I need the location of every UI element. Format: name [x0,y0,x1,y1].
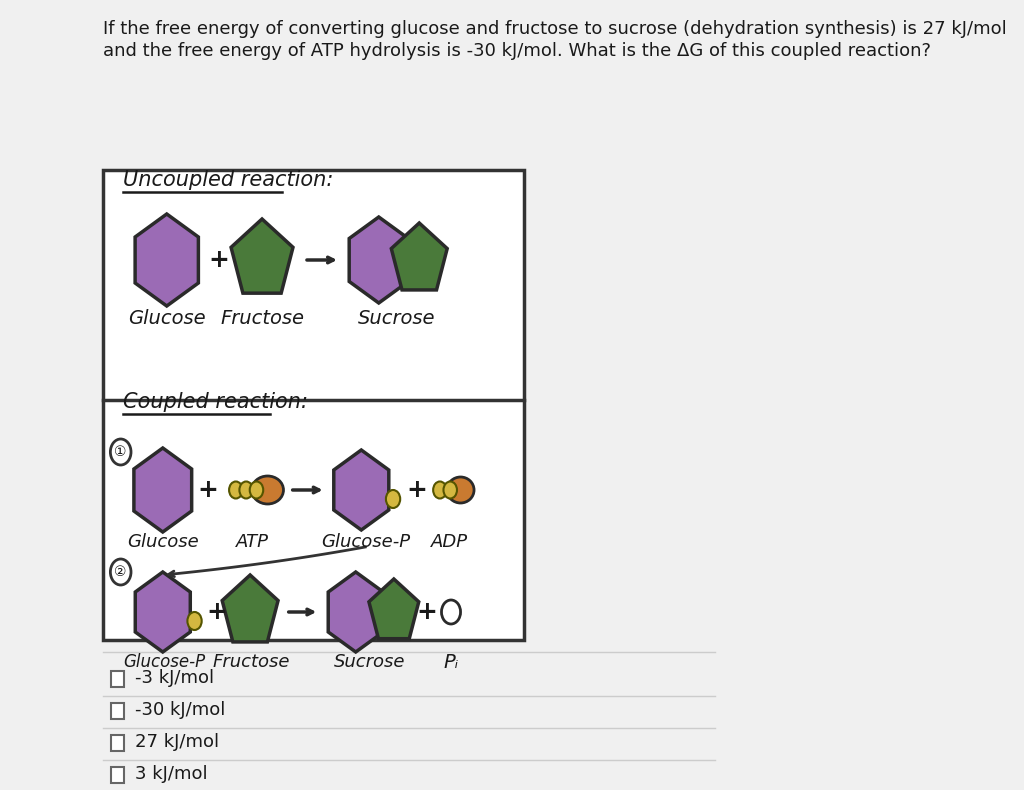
Circle shape [250,481,263,498]
Text: +: + [416,600,437,624]
Polygon shape [135,214,199,306]
Text: Pᵢ: Pᵢ [443,653,459,672]
Circle shape [386,490,400,508]
FancyBboxPatch shape [112,671,124,687]
Polygon shape [135,572,190,652]
Polygon shape [391,223,447,290]
FancyBboxPatch shape [103,170,524,640]
Text: Sucrose: Sucrose [334,653,406,671]
Circle shape [111,439,131,465]
Polygon shape [231,219,293,293]
Circle shape [229,481,243,498]
Text: ADP: ADP [431,533,468,551]
Text: and the free energy of ATP hydrolysis is -30 kJ/mol. What is the ΔG of this coup: and the free energy of ATP hydrolysis is… [103,42,931,60]
Text: +: + [208,248,228,272]
Text: ②: ② [115,565,127,579]
Text: Glucose: Glucose [128,309,206,328]
Ellipse shape [252,476,284,504]
Text: Glucose-P: Glucose-P [321,533,410,551]
Circle shape [187,612,202,630]
Text: 3 kJ/mol: 3 kJ/mol [135,765,208,783]
FancyBboxPatch shape [112,703,124,719]
Polygon shape [369,579,419,638]
Ellipse shape [447,477,474,503]
Text: +: + [407,478,427,502]
Polygon shape [334,450,389,530]
Text: Sucrose: Sucrose [358,309,436,328]
Text: +: + [198,478,218,502]
Circle shape [111,559,131,585]
Circle shape [433,481,446,498]
Text: If the free energy of converting glucose and fructose to sucrose (dehydration sy: If the free energy of converting glucose… [103,20,1007,38]
Text: +: + [207,600,227,624]
Text: -3 kJ/mol: -3 kJ/mol [135,669,214,687]
Polygon shape [349,217,409,303]
Text: Glucose: Glucose [127,533,199,551]
Text: Uncoupled reaction:: Uncoupled reaction: [123,170,334,190]
Polygon shape [134,448,191,532]
Circle shape [240,481,253,498]
Circle shape [443,481,457,498]
Text: Coupled reaction:: Coupled reaction: [123,392,308,412]
Circle shape [441,600,461,624]
Text: ①: ① [115,445,127,459]
Polygon shape [329,572,383,652]
Text: Fructose: Fructose [220,309,304,328]
Text: Glucose-P: Glucose-P [123,653,206,671]
Text: 27 kJ/mol: 27 kJ/mol [135,733,219,751]
Polygon shape [222,575,279,642]
FancyBboxPatch shape [112,767,124,783]
FancyBboxPatch shape [112,735,124,751]
Text: ATP: ATP [236,533,269,551]
Text: Fructose: Fructose [212,653,290,671]
Text: -30 kJ/mol: -30 kJ/mol [135,701,225,719]
